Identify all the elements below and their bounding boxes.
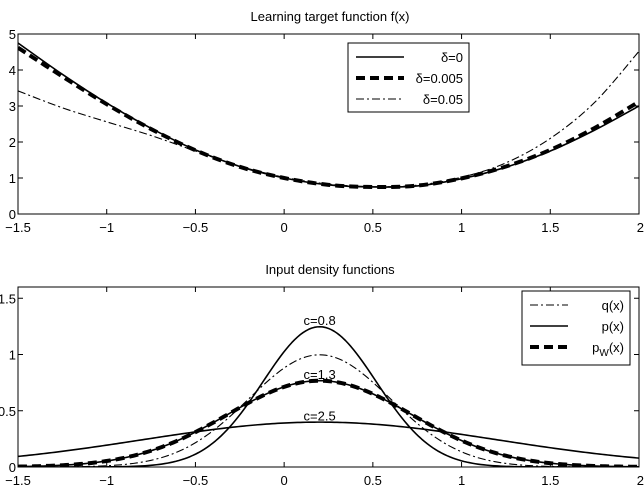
legend-label: p(x) [602, 319, 624, 334]
x-tick-label: 1 [458, 220, 465, 235]
plot-frame [17, 286, 640, 468]
series-group [18, 42, 639, 190]
y-tick-label: 0 [9, 460, 16, 475]
y-tick-label: 4 [9, 63, 16, 78]
chart-title: Input density functions [265, 262, 395, 277]
x-tick-label: 0 [281, 220, 288, 235]
series-line-thick-dashed-4 [18, 378, 639, 467]
x-tick-label: 2 [637, 473, 644, 488]
x-tick-label: −0.5 [183, 473, 209, 488]
x-tick-label: 1 [458, 473, 465, 488]
legend-box [521, 290, 631, 366]
axis-ticks: −1.5 −1 −0.5 0 0.5 1 1.5 2 0 1 2 3 4 5 [5, 27, 644, 235]
x-tick-label: −1 [99, 473, 114, 488]
density-chart: Input density functions −1.5 −1 −0.5 0 0.5 1 1… [0, 262, 644, 488]
x-tick-label: 2 [637, 220, 644, 235]
legend-box [347, 42, 470, 113]
y-tick-label: 0.5 [0, 404, 16, 419]
series-line-dash-dot [18, 50, 639, 188]
target-function-chart: Learning target function f(x) −1.5 −1 −0.5… [5, 9, 644, 235]
legend-label: δ=0.005 [416, 71, 463, 86]
annotations: c=0.8 c=1.3 c=2.5 [304, 313, 336, 424]
legend-label: δ=0 [441, 50, 463, 65]
y-tick-label: 0 [9, 207, 16, 222]
curve-annotation: c=1.3 [304, 367, 336, 382]
x-tick-label: −1.5 [5, 220, 31, 235]
y-tick-label: 1.5 [0, 291, 16, 306]
curve-annotation: c=2.5 [304, 408, 336, 423]
y-tick-label: 2 [9, 135, 16, 150]
y-tick-label: 1 [9, 348, 16, 363]
series-group [18, 325, 639, 467]
legend: q(x)p(x)pW(x) [521, 290, 631, 366]
x-tick-label: −1.5 [5, 473, 31, 488]
y-tick-label: 5 [9, 27, 16, 42]
series-line-thick-dashed [18, 46, 639, 190]
chart-title: Learning target function f(x) [251, 9, 410, 24]
x-tick-label: 0 [281, 473, 288, 488]
x-tick-label: −1 [99, 220, 114, 235]
y-tick-label: 3 [9, 99, 16, 114]
x-tick-label: 1.5 [541, 220, 559, 235]
legend: δ=0 δ=0.005 δ=0.05 [347, 42, 470, 113]
series-line-dash-dot-0 [18, 354, 639, 467]
legend-label: q(x) [602, 298, 624, 313]
curve-annotation: c=0.8 [304, 313, 336, 328]
axis-ticks: −1.5 −1 −0.5 0 0.5 1 1.5 2 0 0.5 1 1.5 [0, 287, 644, 488]
series-line-c-1-3 [18, 379, 639, 467]
legend-label: δ=0.05 [423, 92, 463, 107]
series-line-solid [18, 42, 639, 188]
plot-frame [17, 33, 640, 215]
x-tick-label: 0.5 [364, 220, 382, 235]
series-line-c-2-5 [18, 421, 639, 459]
x-tick-label: 1.5 [541, 473, 559, 488]
y-tick-label: 1 [9, 171, 16, 186]
x-tick-label: 0.5 [364, 473, 382, 488]
x-tick-label: −0.5 [183, 220, 209, 235]
